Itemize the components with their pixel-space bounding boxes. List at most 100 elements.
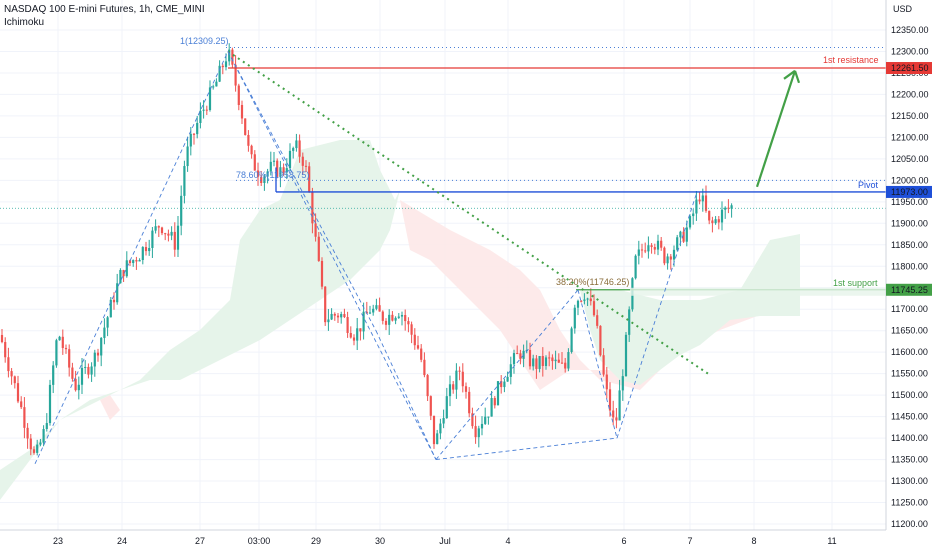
candle-down <box>404 309 407 331</box>
currency-label: USD <box>893 4 913 14</box>
time-axis[interactable]: 23 24 27 03:00 29 30 Jul 4 6 7 8 11 <box>0 529 886 546</box>
candle-up <box>637 240 640 265</box>
candle-down <box>548 351 551 367</box>
candle-up <box>84 360 87 374</box>
candle-up <box>327 308 330 331</box>
candle-down <box>96 348 100 362</box>
candle-up <box>487 416 490 425</box>
candle-up <box>288 143 292 172</box>
candle-up <box>202 100 205 119</box>
candle-down <box>343 308 346 319</box>
candle-down <box>311 187 314 234</box>
candle-up <box>141 246 144 265</box>
candle-down <box>378 297 381 312</box>
drawings: 1(12309.25) 78.60%(11958.75) 38.20%(11746.… <box>0 36 886 465</box>
candlesticks <box>0 43 733 456</box>
candle-up <box>148 239 151 256</box>
candle-up <box>116 273 119 305</box>
candle-down <box>68 344 71 377</box>
candle-down <box>605 366 608 399</box>
candle-down <box>410 321 413 344</box>
candle-up <box>532 354 535 371</box>
candle-up <box>208 80 212 112</box>
time-tick-label: 29 <box>311 536 321 546</box>
harmonic-leg <box>577 289 618 439</box>
ichimoku-cloud <box>0 140 800 500</box>
candle-down <box>346 311 349 338</box>
harmonic-leg <box>435 289 579 460</box>
candle-down <box>247 130 250 152</box>
candle-up <box>448 375 452 407</box>
candle-down <box>317 231 320 262</box>
price-axis[interactable]: USD12350.0012300.0012250.0012200.0012150… <box>885 0 932 550</box>
candle-down <box>256 162 260 186</box>
candle-up <box>340 311 343 324</box>
candle-down <box>250 144 253 159</box>
candle-down <box>336 313 340 323</box>
candle-down <box>407 317 410 333</box>
candle-down <box>173 222 176 257</box>
resistance-price-tag-bg <box>886 62 932 75</box>
candle-up <box>176 215 180 257</box>
candle-down <box>301 152 304 175</box>
harmonic-bd <box>435 437 618 461</box>
price-tick-label: 12350.00 <box>891 25 929 35</box>
downtrend-line[interactable] <box>227 50 709 375</box>
candle-down <box>167 229 170 242</box>
candle-up <box>196 115 199 139</box>
candle-up <box>480 416 484 436</box>
candle-down <box>541 347 544 377</box>
candle-up <box>685 220 688 247</box>
candle-up <box>125 251 128 278</box>
projection-arrow[interactable] <box>755 70 797 188</box>
candle-up <box>436 429 439 445</box>
candle-up <box>509 356 512 385</box>
candle-up <box>666 253 669 270</box>
candle-down <box>602 348 605 377</box>
candle-down <box>26 423 29 449</box>
pivot-price-tag-bg <box>886 185 932 198</box>
candle-down <box>234 55 237 92</box>
candle-down <box>135 256 138 270</box>
cloud-red <box>400 200 800 390</box>
candle-up <box>170 226 173 241</box>
candle-down <box>493 396 496 409</box>
price-tick-label: 11400.00 <box>891 433 928 443</box>
candle-down <box>205 105 208 115</box>
candle-down <box>468 387 471 418</box>
candle-down <box>87 363 90 379</box>
candle-up <box>93 349 96 377</box>
candle-up <box>186 136 189 172</box>
price-tick-label: 11550.00 <box>891 369 928 379</box>
price-tick-label: 11450.00 <box>891 412 928 422</box>
candle-down <box>663 246 666 266</box>
candle-up <box>100 336 103 367</box>
candle-up <box>199 102 202 129</box>
price-tick-label: 11250.00 <box>891 498 928 508</box>
candle-up <box>106 315 109 337</box>
candle-up <box>512 349 516 374</box>
harmonic-leg <box>227 51 377 331</box>
candle-up <box>375 298 378 311</box>
candle-up <box>154 219 157 234</box>
candle-down <box>157 225 160 237</box>
candle-down <box>29 434 32 456</box>
cloud-green-1 <box>0 140 400 500</box>
pivot-price-tag: 11973.00 <box>891 187 928 197</box>
candle-up <box>628 306 631 342</box>
candle-down <box>349 326 352 339</box>
candle-down <box>708 210 711 225</box>
candle-up <box>695 190 698 221</box>
candle-down <box>458 366 461 381</box>
price-tick-label: 11700.00 <box>891 304 928 314</box>
candle-up <box>400 311 404 326</box>
candle-up <box>567 348 570 372</box>
candle-down <box>682 227 685 243</box>
candle-down <box>308 162 311 193</box>
candle-down <box>580 300 583 303</box>
cloud-green-2 <box>580 234 800 385</box>
candle-down <box>471 407 474 429</box>
candle-down <box>528 342 532 370</box>
